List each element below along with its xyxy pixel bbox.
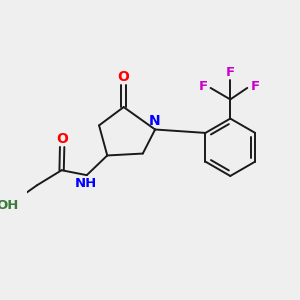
Text: N: N — [149, 114, 161, 128]
Text: OH: OH — [0, 199, 19, 212]
Text: F: F — [226, 66, 235, 79]
Text: F: F — [250, 80, 260, 93]
Text: O: O — [56, 132, 68, 146]
Text: O: O — [118, 70, 130, 84]
Text: F: F — [198, 80, 208, 93]
Text: NH: NH — [75, 177, 97, 190]
